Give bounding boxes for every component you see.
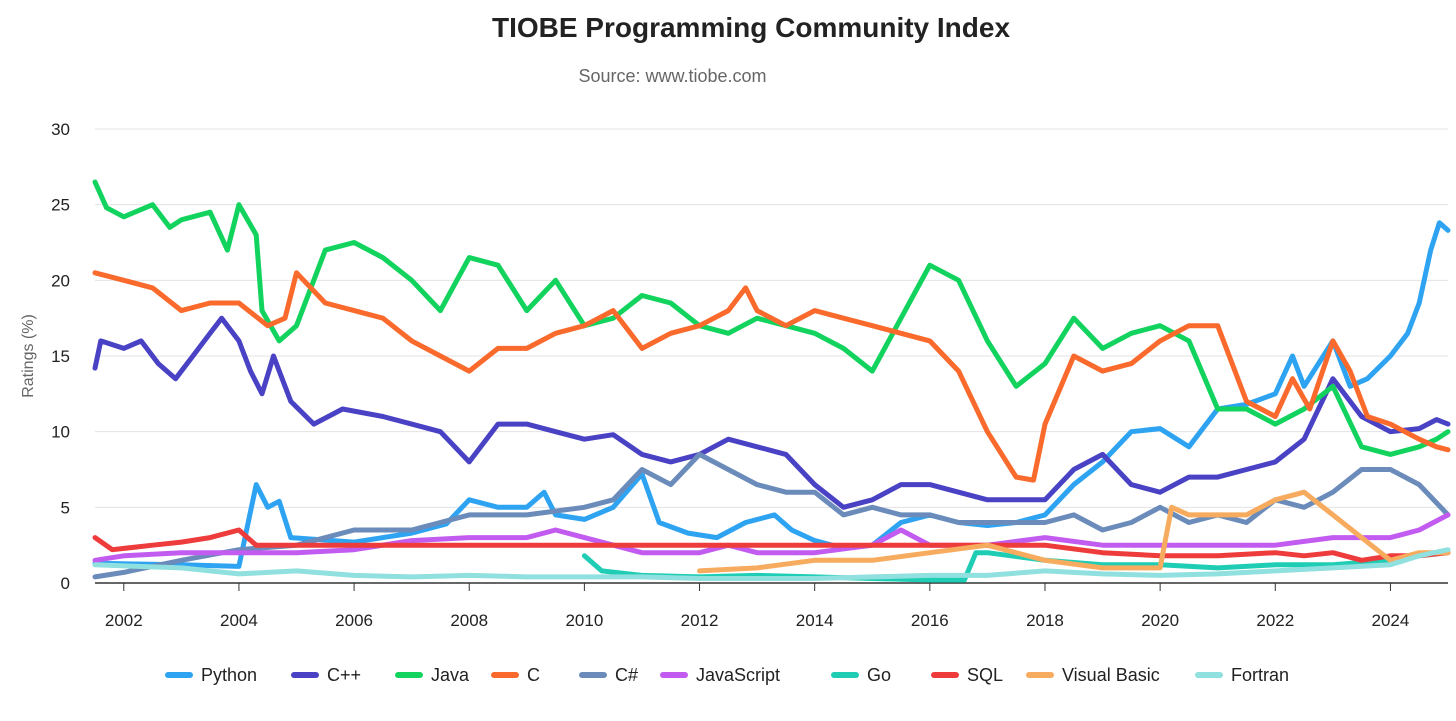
series-line — [92, 451, 1451, 580]
legend-label: JavaScript — [696, 665, 780, 685]
x-tick-label: 2004 — [220, 611, 258, 630]
y-tick-label: 5 — [61, 498, 70, 517]
x-tick-label: 2010 — [565, 611, 603, 630]
legend-label: Go — [867, 665, 891, 685]
series-line — [92, 270, 1451, 483]
x-tick-label: 2012 — [681, 611, 719, 630]
legend-label: C# — [615, 665, 638, 685]
x-tick-label: 2024 — [1372, 611, 1410, 630]
series-line — [697, 489, 1451, 574]
series-line — [92, 527, 1451, 563]
x-tick-label: 2006 — [335, 611, 373, 630]
series-line — [92, 512, 1451, 563]
y-tick-label: 10 — [51, 423, 70, 442]
y-tick-label: 25 — [51, 196, 70, 215]
legend-label: C++ — [327, 665, 361, 685]
y-tick-label: 20 — [51, 271, 70, 290]
x-tick-label: 2016 — [911, 611, 949, 630]
y-tick-label: 0 — [61, 574, 70, 593]
x-tick-label: 2014 — [796, 611, 834, 630]
y-tick-label: 30 — [51, 120, 70, 139]
legend-label: Fortran — [1231, 665, 1289, 685]
legend: Python C++ Java C C# JavaScript Go SQL Visual Ba… — [165, 665, 1289, 685]
chart-title: TIOBE Programming Community Index — [491, 12, 1011, 43]
series-line — [92, 315, 1451, 510]
chart-subtitle: Source: www.tiobe.com — [578, 66, 767, 86]
legend-label: Java — [431, 665, 470, 685]
series-line — [92, 547, 1451, 581]
y-axis-title: Ratings (%) — [20, 314, 37, 398]
y-tick-label: 15 — [51, 347, 70, 366]
legend-label: C — [527, 665, 540, 685]
legend-label: SQL — [967, 665, 1003, 685]
x-tick-label: 2018 — [1026, 611, 1064, 630]
series-lines — [92, 179, 1451, 583]
legend-label: Visual Basic — [1062, 665, 1160, 685]
series-line — [92, 179, 1451, 457]
x-tick-label: 2008 — [450, 611, 488, 630]
legend-label: Python — [201, 665, 257, 685]
x-tick-label: 2020 — [1141, 611, 1179, 630]
x-tick-label: 2022 — [1256, 611, 1294, 630]
x-tick-label: 2002 — [105, 611, 143, 630]
